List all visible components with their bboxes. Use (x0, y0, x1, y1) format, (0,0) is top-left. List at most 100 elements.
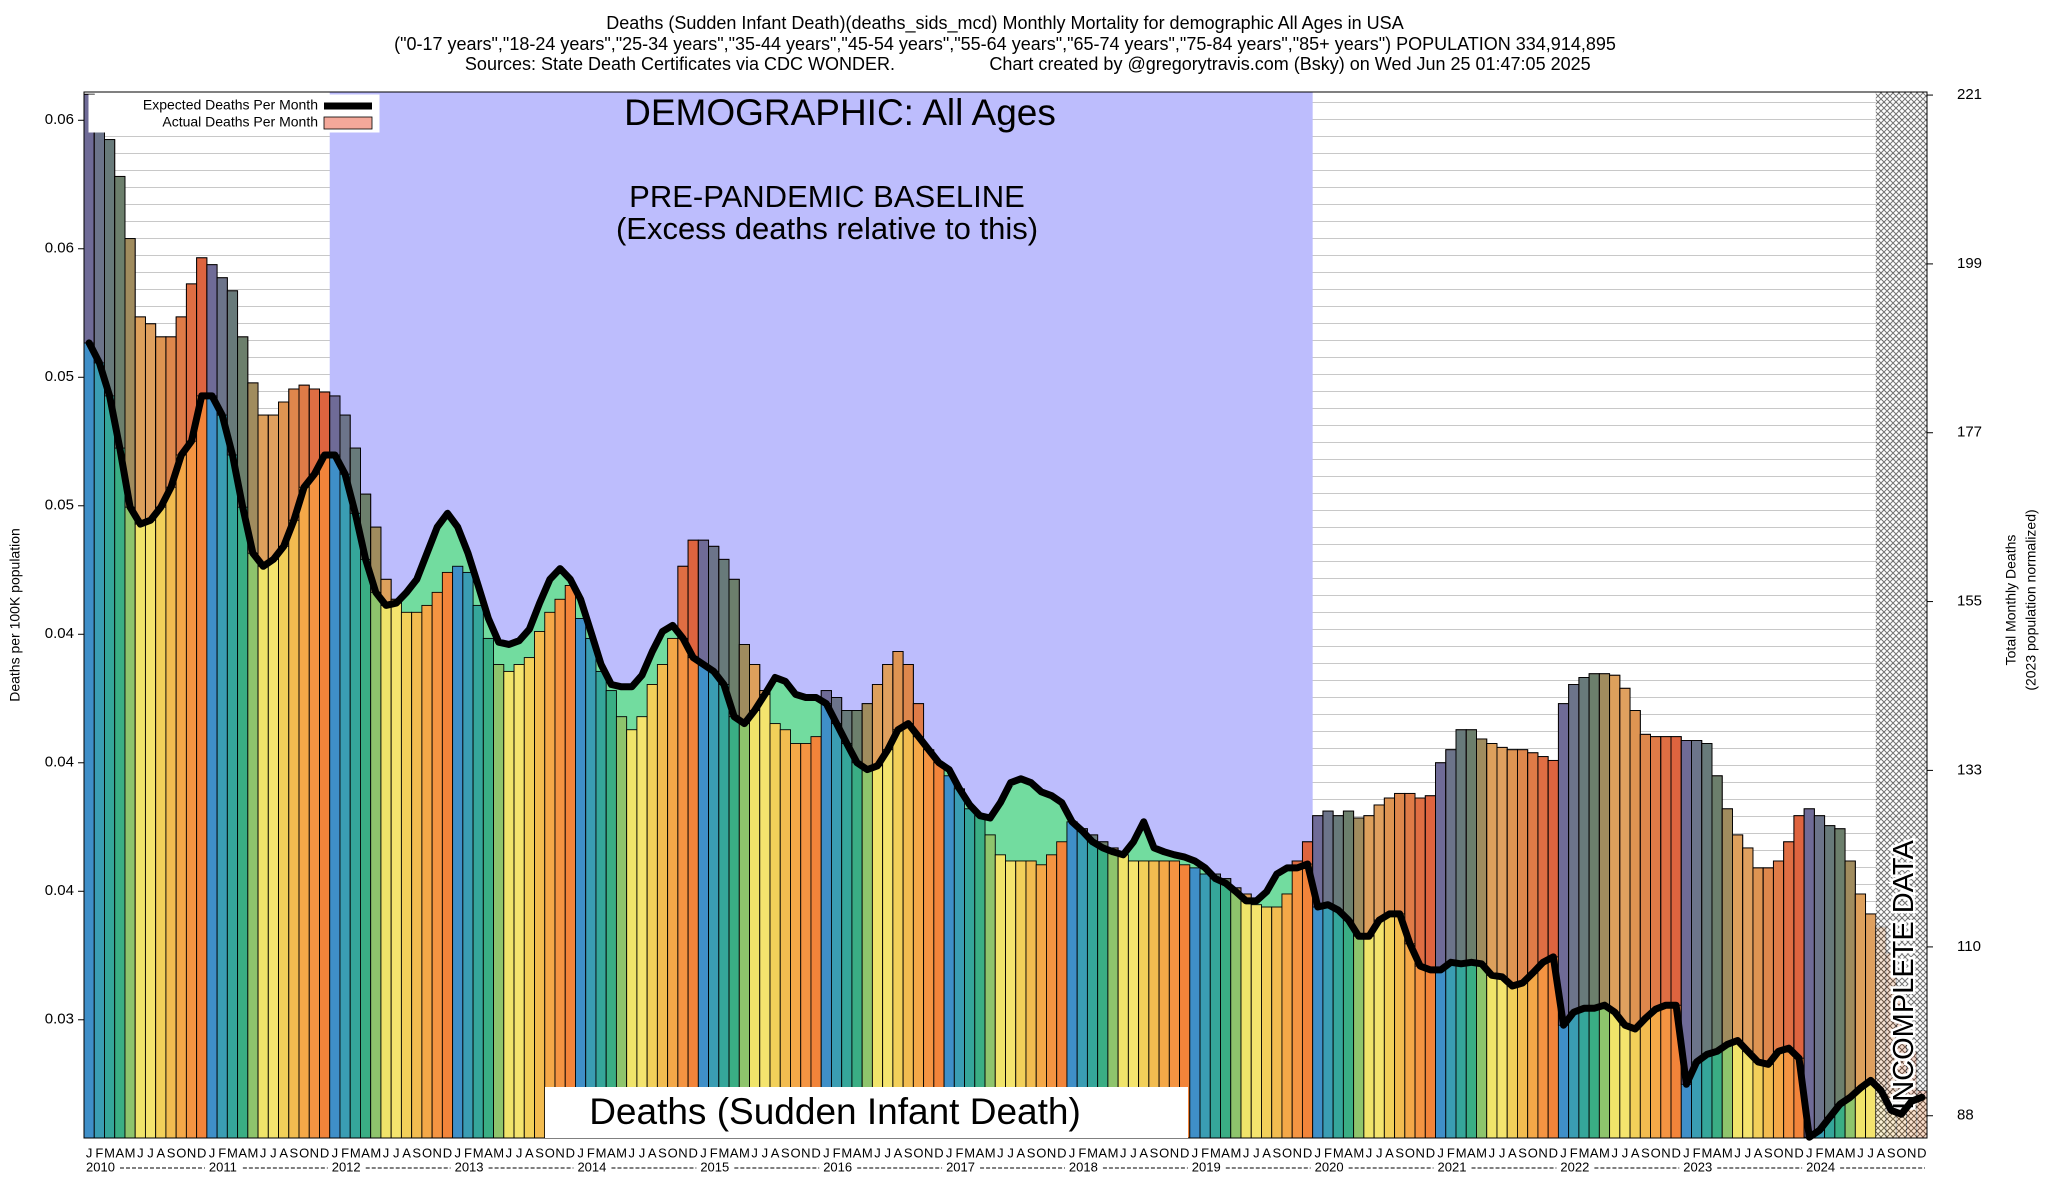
month-label: J (147, 1145, 154, 1160)
month-label: F (218, 1145, 226, 1160)
bar (779, 729, 791, 1139)
month-label: S (1518, 1145, 1527, 1160)
month-label: N (310, 1145, 319, 1160)
month-label: F (1570, 1145, 1578, 1160)
y2-tick-label: 110 (1957, 938, 1981, 955)
month-label: D (197, 1145, 206, 1160)
excess-overlay (1660, 736, 1672, 1006)
demographic-label: DEMOGRAPHIC: All Ages (624, 92, 1056, 133)
legend-swatch (323, 116, 373, 130)
bar (513, 664, 525, 1139)
month-label: A (1262, 1145, 1271, 1160)
excess-overlay (1383, 797, 1396, 915)
month-label: N (1047, 1145, 1056, 1160)
month-label: M (739, 1145, 750, 1160)
month-label: M (596, 1145, 607, 1160)
excess-overlay (1588, 673, 1600, 1009)
month-label: M (1087, 1145, 1098, 1160)
bar (1271, 906, 1283, 1139)
month-label: S (1027, 1145, 1036, 1160)
month-label: F (95, 1145, 103, 1160)
bar (472, 604, 484, 1139)
bar (544, 611, 556, 1139)
month-label: F (1201, 1145, 1209, 1160)
month-label: S (290, 1145, 299, 1160)
bar (503, 670, 515, 1139)
bar (360, 493, 372, 1139)
month-label: O (545, 1145, 555, 1160)
month-label: A (771, 1145, 780, 1160)
year-label: 2024 (1806, 1159, 1835, 1174)
excess-overlay (1639, 733, 1652, 1019)
bar (769, 723, 781, 1139)
bar (1261, 906, 1273, 1139)
month-label: J (1120, 1145, 1127, 1160)
month-label: O (668, 1145, 678, 1160)
month-label: A (1098, 1145, 1107, 1160)
month-label: D (443, 1145, 452, 1160)
bar (493, 664, 505, 1139)
excess-overlay (1732, 834, 1744, 1041)
bar (667, 637, 679, 1139)
month-label: A (116, 1145, 125, 1160)
month-label: M (248, 1145, 259, 1160)
month-label: A (1836, 1145, 1845, 1160)
month-label: J (946, 1145, 953, 1160)
legend-label: Actual Deaths Per Month (162, 114, 318, 130)
excess-overlay (155, 336, 167, 508)
month-label: N (187, 1145, 196, 1160)
legend-label: Expected Deaths Per Month (143, 97, 318, 113)
bar (626, 729, 638, 1139)
y2-tick-label: 177 (1957, 424, 1982, 441)
month-label: N (801, 1145, 810, 1160)
bar (411, 611, 423, 1139)
excess-overlay (1813, 815, 1826, 1131)
month-label: D (811, 1145, 820, 1160)
month-label: J (1130, 1145, 1137, 1160)
baseline-note: (Excess deaths relative to this) (616, 211, 1038, 246)
excess-overlay (1486, 743, 1498, 976)
year-label: 2018 (1069, 1159, 1098, 1174)
year-label: 2020 (1315, 1159, 1344, 1174)
excess-overlay (1353, 817, 1365, 937)
month-label: A (1877, 1145, 1886, 1160)
excess-overlay (1650, 736, 1662, 1010)
excess-overlay (1701, 743, 1713, 1055)
bar (615, 716, 628, 1139)
month-label: N (1170, 1145, 1179, 1160)
month-label: D (1426, 1145, 1435, 1160)
month-label: J (1734, 1145, 1741, 1160)
bar (339, 414, 351, 1139)
month-label: J (762, 1145, 769, 1160)
bar (585, 637, 597, 1139)
month-label: O (1036, 1145, 1046, 1160)
excess-overlay (871, 684, 884, 767)
month-label: D (934, 1145, 943, 1160)
excess-overlay (1476, 738, 1488, 965)
month-label: O (791, 1145, 801, 1160)
excess-overlay (1783, 841, 1795, 1049)
year-label: 2019 (1192, 1159, 1221, 1174)
month-label: A (279, 1145, 288, 1160)
excess-overlay (1414, 797, 1426, 967)
month-label: S (658, 1145, 667, 1160)
excess-overlay (1711, 775, 1723, 1052)
excess-overlay (708, 545, 720, 672)
month-label: A (1017, 1145, 1026, 1160)
month-label: M (1333, 1145, 1344, 1160)
year-label: 2010 (86, 1159, 115, 1174)
month-label: J (1683, 1145, 1690, 1160)
month-label: J (516, 1145, 523, 1160)
month-label: M (616, 1145, 627, 1160)
month-label: F (1816, 1145, 1824, 1160)
year-label: 2011 (209, 1159, 237, 1174)
month-label: S (1272, 1145, 1281, 1160)
month-label: A (607, 1145, 616, 1160)
excess-overlay (1752, 867, 1764, 1063)
bar (1199, 873, 1211, 1139)
plot-area: INCOMPLETE DATA 0.06 0.06 0.05 0.05 0.04 0.04 0… (7, 86, 2039, 1174)
bar (636, 716, 648, 1139)
excess-overlay (196, 257, 208, 397)
month-label: M (985, 1145, 996, 1160)
y2-tick-label: 221 (1957, 86, 1982, 103)
